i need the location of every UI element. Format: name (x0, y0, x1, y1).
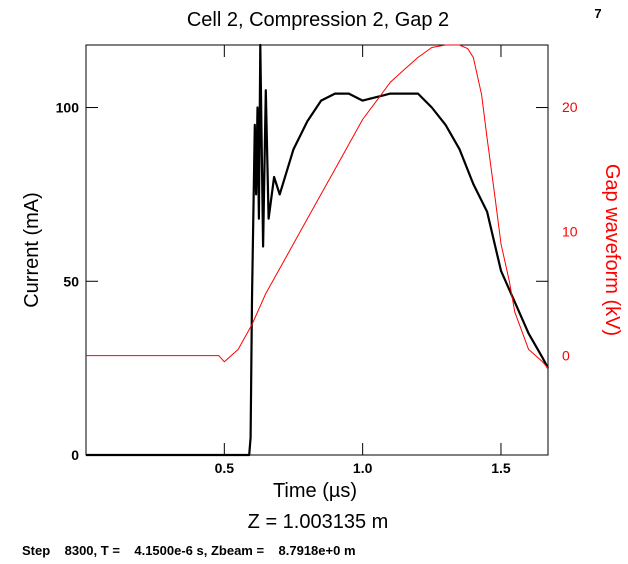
gap-waveform-line (86, 44, 549, 369)
chart-title: Cell 2, Compression 2, Gap 2 (187, 9, 449, 31)
x-tick-label: 0.5 (215, 460, 235, 476)
bottom-axis: 0.5 1.0 1.5 (215, 45, 511, 476)
y-tick-label: 100 (56, 100, 80, 116)
x-tick-label: 1.5 (491, 460, 511, 476)
right-axis: 0 10 20 (562, 99, 578, 363)
y2-axis-title: Gap waveform (kV) (601, 164, 623, 336)
current-line (86, 43, 549, 457)
left-axis: 0 50 100 (56, 100, 548, 463)
plot-frame (85, 44, 549, 456)
x-axis-title: Time (µs) (273, 480, 357, 502)
y-axis-title: Current (mA) (21, 192, 43, 308)
page-number: 7 (594, 6, 601, 21)
y-tick-label: 50 (63, 273, 79, 289)
series-layer (86, 43, 549, 457)
y-tick-label: 0 (71, 447, 79, 463)
position-readout: Z = 1.003135 m (248, 511, 389, 533)
x-tick-label: 1.0 (353, 460, 373, 476)
y2-tick-label: 20 (562, 99, 578, 115)
y2-tick-label: 10 (562, 223, 578, 239)
status-line: Step 8300, T = 4.1500e-6 s, Zbeam = 8.79… (22, 543, 356, 558)
y2-tick-label: 0 (562, 348, 570, 364)
